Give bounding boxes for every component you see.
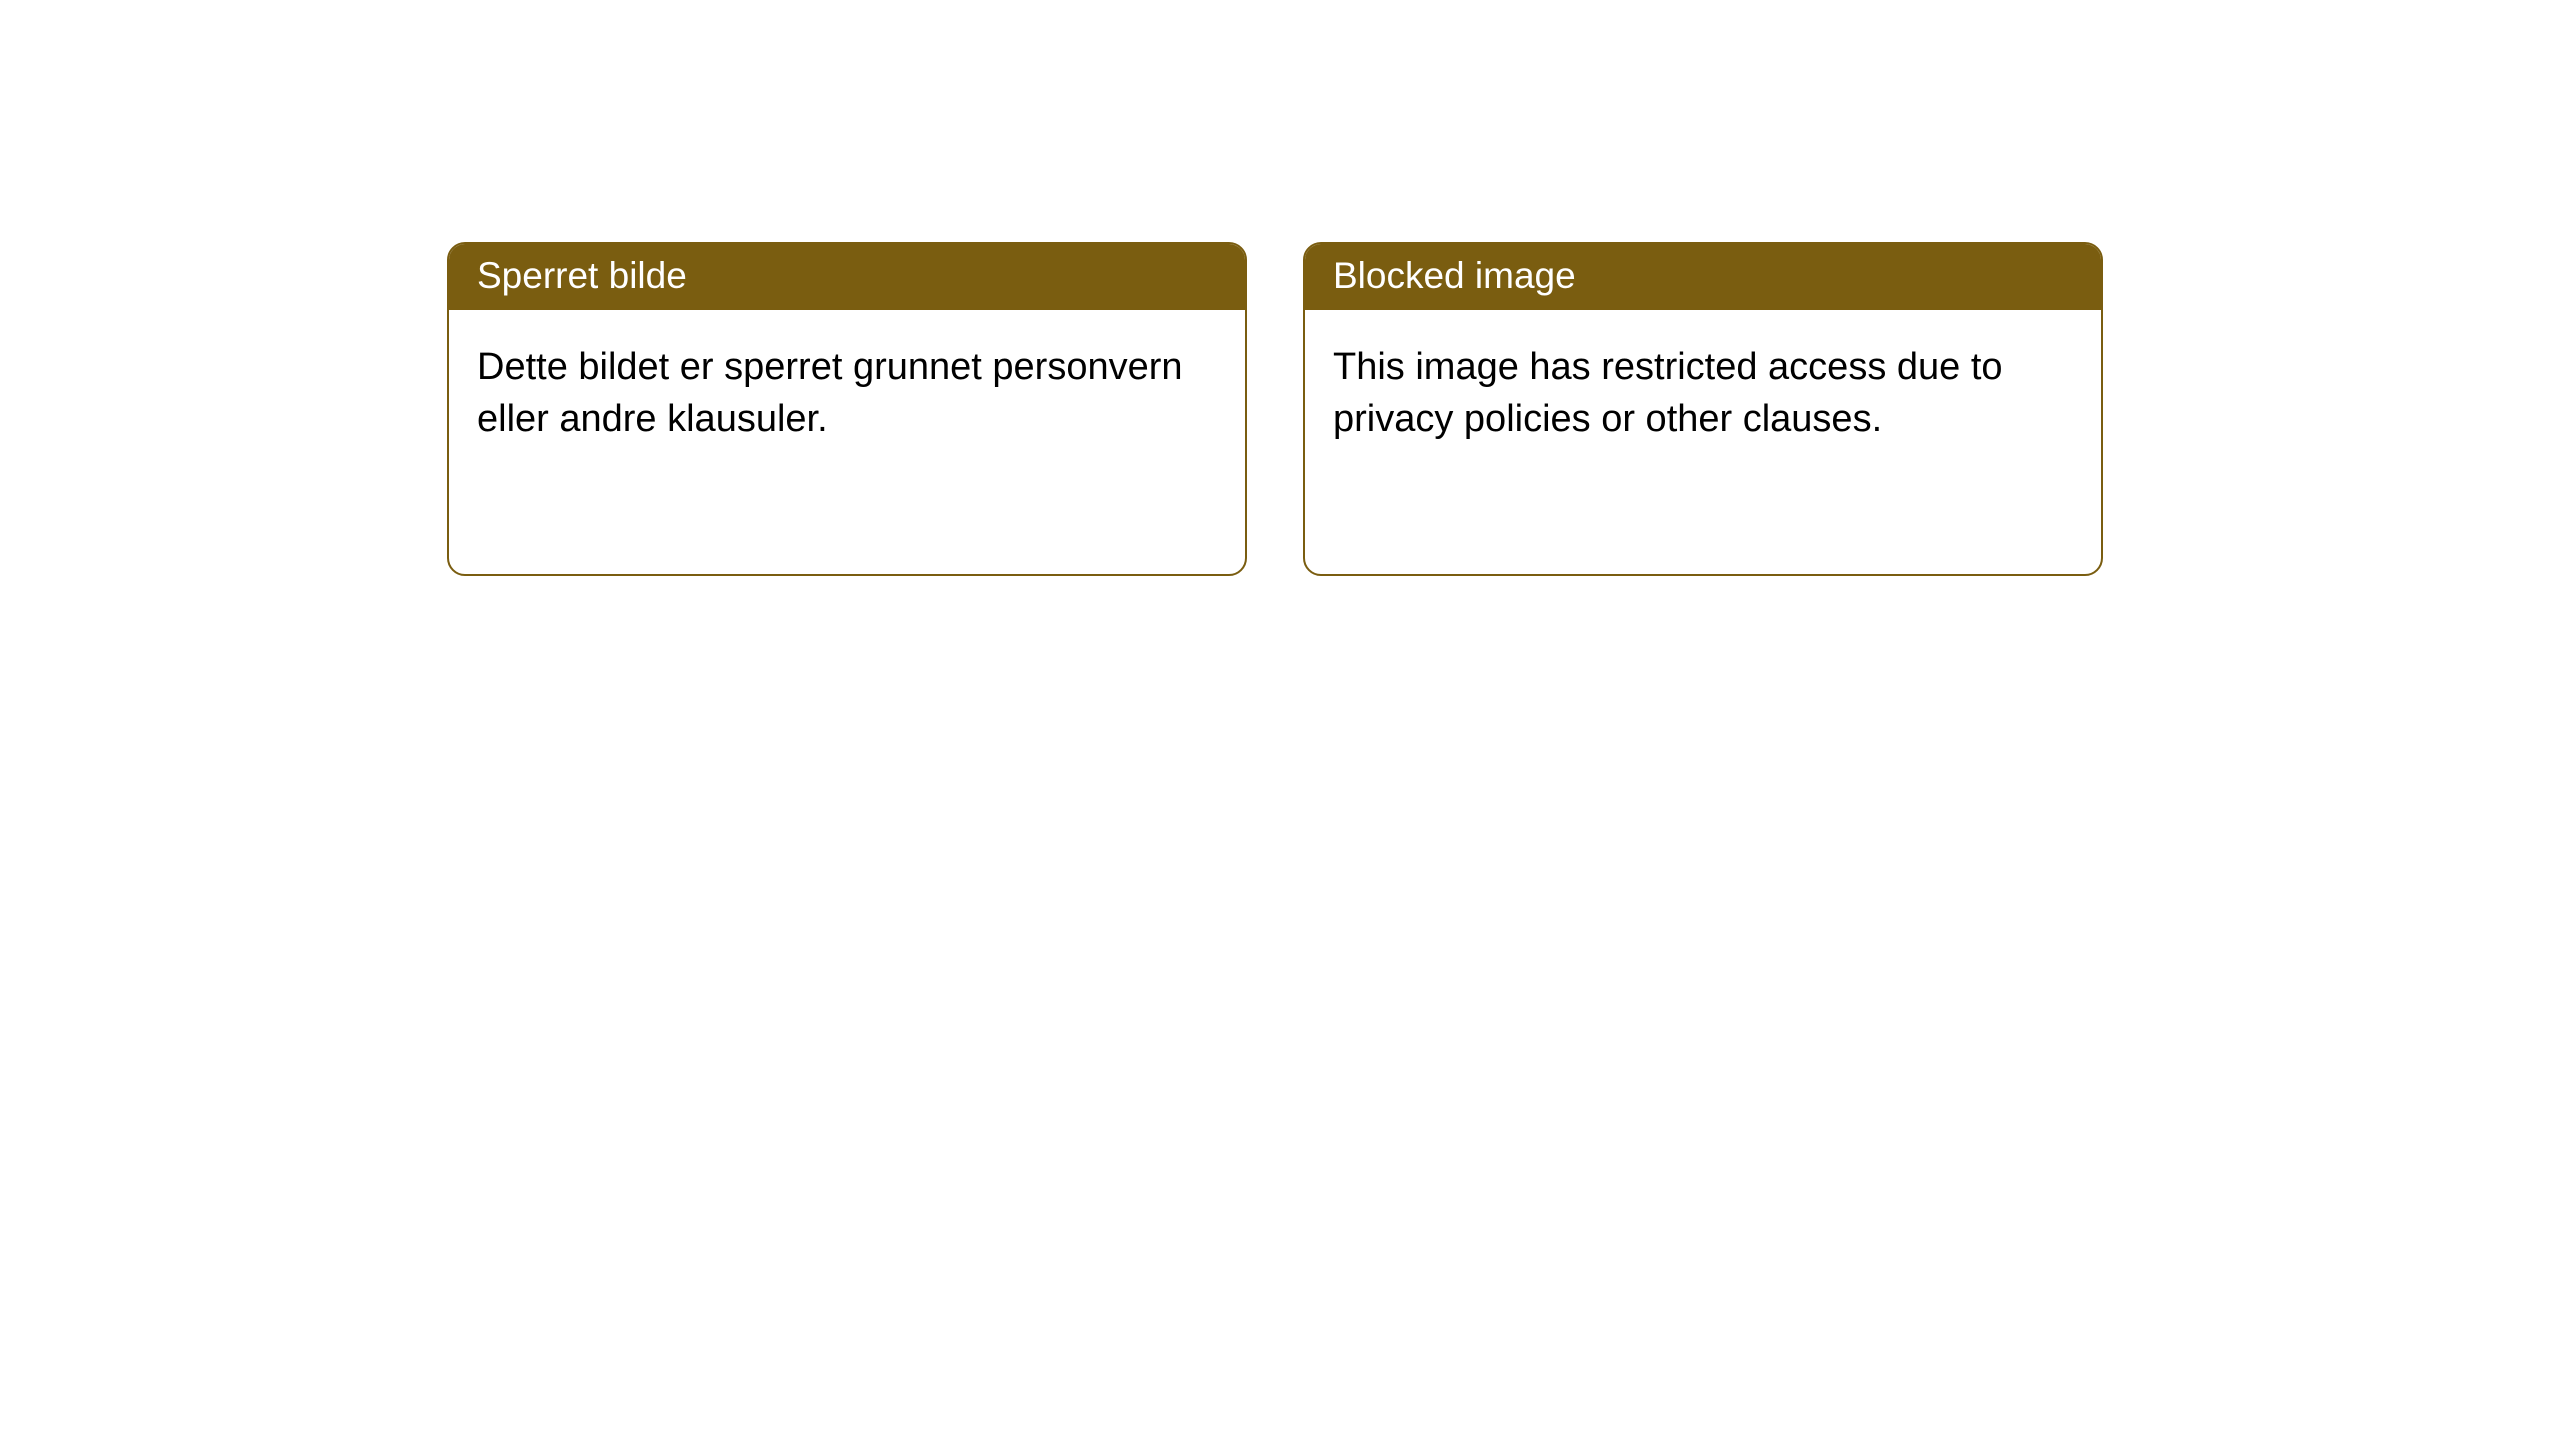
notice-container: Sperret bilde Dette bildet er sperret gr…: [0, 0, 2560, 576]
notice-body: This image has restricted access due to …: [1305, 310, 2101, 477]
notice-card-english: Blocked image This image has restricted …: [1303, 242, 2103, 576]
notice-card-norwegian: Sperret bilde Dette bildet er sperret gr…: [447, 242, 1247, 576]
notice-title: Sperret bilde: [449, 244, 1245, 310]
notice-title: Blocked image: [1305, 244, 2101, 310]
notice-body: Dette bildet er sperret grunnet personve…: [449, 310, 1245, 477]
